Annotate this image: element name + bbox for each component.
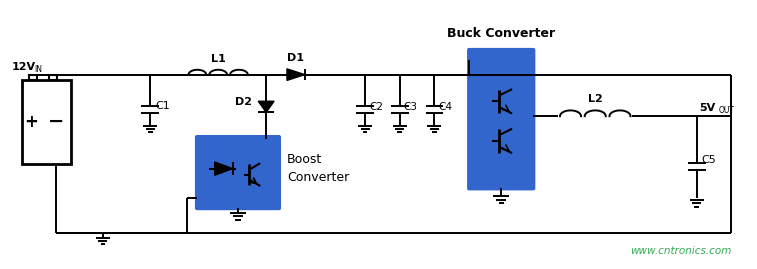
Text: C5: C5 bbox=[702, 155, 716, 165]
Text: www.cntronics.com: www.cntronics.com bbox=[630, 246, 731, 256]
Text: L1: L1 bbox=[210, 54, 226, 64]
Text: Buck Converter: Buck Converter bbox=[447, 27, 556, 40]
Text: D1: D1 bbox=[288, 53, 304, 63]
Text: 5V: 5V bbox=[699, 103, 716, 113]
Text: D2: D2 bbox=[235, 97, 251, 107]
Bar bbox=[29, 75, 36, 80]
Text: Boost
Converter: Boost Converter bbox=[287, 153, 349, 184]
Text: C3: C3 bbox=[403, 102, 418, 112]
Bar bbox=[49, 75, 58, 80]
Text: −: − bbox=[48, 112, 64, 131]
Polygon shape bbox=[287, 69, 305, 80]
Polygon shape bbox=[215, 162, 232, 175]
Text: IN: IN bbox=[35, 65, 42, 74]
Text: C1: C1 bbox=[155, 101, 170, 111]
FancyBboxPatch shape bbox=[467, 48, 535, 190]
Text: C2: C2 bbox=[369, 102, 383, 112]
Text: OUT: OUT bbox=[718, 106, 734, 115]
Text: C4: C4 bbox=[438, 102, 453, 112]
Text: 12V: 12V bbox=[12, 62, 36, 72]
Text: +: + bbox=[25, 113, 39, 131]
Text: L2: L2 bbox=[588, 94, 603, 104]
Bar bbox=[22, 80, 71, 164]
Polygon shape bbox=[258, 101, 274, 112]
FancyBboxPatch shape bbox=[195, 135, 281, 210]
